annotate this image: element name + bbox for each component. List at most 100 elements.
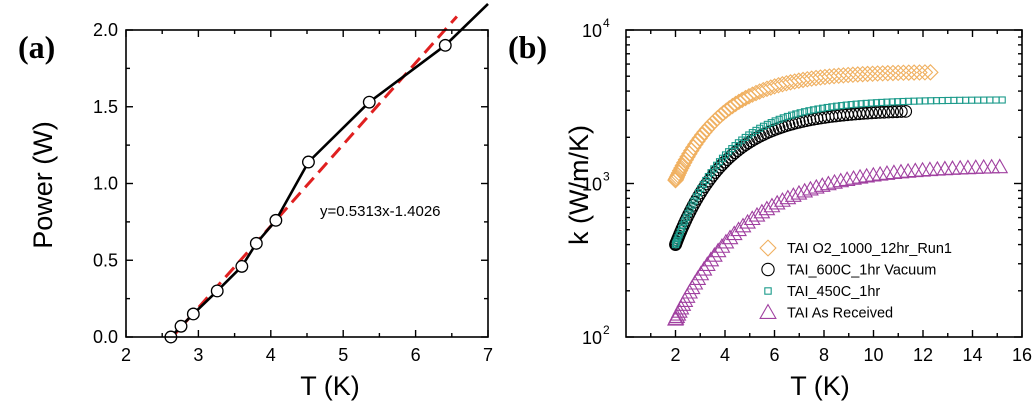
data-point-diamond	[812, 69, 829, 86]
data-point-square	[775, 115, 783, 123]
panel-a: (a) Power (W) T (K) 2 3 4 5 6 7 0.0 0.5 1.0 1.5 2.…	[18, 2, 493, 401]
data-point-square	[998, 96, 1006, 104]
data-point-diamond	[879, 64, 897, 82]
data-point-circle	[852, 107, 866, 121]
panel-a-x-tick-label: 5	[338, 345, 348, 365]
data-point-square	[771, 117, 779, 125]
data-point-diamond	[698, 120, 716, 138]
data-point-diamond	[839, 66, 857, 84]
data-point-diamond	[859, 65, 876, 83]
data-point-diamond	[869, 65, 886, 82]
data-point-triangle	[807, 178, 825, 194]
data-point-square	[682, 213, 690, 221]
data-point-diamond	[916, 64, 934, 81]
data-point-square	[878, 98, 886, 107]
legend-marker-triangle	[759, 303, 777, 319]
data-point-triangle	[826, 173, 843, 189]
data-point-square	[962, 96, 970, 104]
data-point-square	[862, 99, 870, 107]
data-point-triangle	[683, 279, 701, 295]
panel-b-label: (b)	[508, 29, 547, 65]
data-point-square	[763, 120, 771, 128]
data-point-triangle	[959, 159, 977, 175]
data-point-diamond	[724, 97, 741, 115]
data-point-diamond	[849, 66, 867, 83]
data-point-square	[688, 201, 696, 209]
panel-b-x-axis-title: T (K)	[790, 371, 850, 401]
data-point-diamond	[821, 68, 838, 85]
data-point-diamond	[889, 64, 907, 82]
data-point-square	[796, 109, 804, 117]
data-point-triangle	[864, 166, 882, 182]
panel-a-y-tick-label: 0.0	[93, 327, 118, 347]
measured-point	[186, 307, 200, 321]
data-point-diamond	[712, 107, 729, 124]
data-point-square	[852, 100, 860, 108]
data-point-triangle	[730, 221, 748, 237]
data-point-square	[872, 99, 881, 107]
data-point-diamond	[671, 162, 689, 179]
data-point-square	[992, 96, 1000, 104]
data-point-triangle	[921, 161, 939, 177]
data-point-triangle	[702, 251, 720, 267]
panel-b-x-tick-label: 14	[962, 345, 982, 365]
data-point-square	[932, 97, 941, 105]
data-point-square	[842, 101, 850, 109]
data-point-triangle	[819, 175, 837, 191]
data-point-diamond	[835, 67, 852, 84]
data-point-square	[833, 102, 841, 110]
data-point-square	[814, 105, 822, 113]
series-diamond	[667, 64, 939, 189]
data-point-triangle	[936, 160, 954, 176]
measured-point	[210, 284, 224, 298]
data-point-square	[956, 96, 964, 104]
data-point-triangle	[681, 283, 698, 299]
data-point-diamond	[900, 64, 918, 81]
fit-equation-annotation: y=0.5313x-1.4026	[320, 203, 441, 220]
data-point-square	[857, 100, 865, 108]
panel-a-x-tick-label: 6	[411, 345, 421, 365]
data-point-square	[694, 189, 703, 197]
legend-label: TAI O2_1000_12hr_Run1	[787, 241, 952, 257]
data-point-square	[697, 184, 705, 193]
data-point-diamond	[706, 112, 724, 130]
panel-a-frame	[125, 29, 489, 338]
data-point-square	[686, 205, 694, 213]
data-point-diamond	[830, 67, 847, 84]
panel-a-x-tick-label: 3	[193, 345, 203, 365]
panel-b-x-tick-label: 6	[769, 345, 779, 365]
data-point-circle	[886, 105, 900, 119]
data-point-diamond	[854, 65, 871, 83]
data-point-diamond	[807, 69, 825, 87]
data-point-triangle	[779, 189, 797, 205]
data-point-diamond	[715, 104, 732, 122]
data-point-square	[767, 119, 775, 127]
data-point-square	[828, 103, 836, 111]
panel-b-y-tick-label: 10	[582, 175, 602, 195]
data-point-diamond	[911, 64, 928, 81]
measured-point	[235, 259, 249, 273]
data-point-diamond	[803, 70, 820, 87]
panel-b-y-tick-exponent: 4	[603, 16, 610, 30]
data-point-triangle	[796, 182, 814, 198]
measured-point	[301, 155, 315, 169]
data-point-square	[818, 104, 827, 112]
data-point-square	[950, 96, 958, 104]
data-point-square	[805, 107, 813, 115]
data-point-triangle	[721, 229, 739, 245]
data-point-square	[986, 96, 994, 104]
data-point-circle	[894, 105, 908, 118]
data-point-triangle	[892, 163, 910, 179]
data-point-square	[759, 122, 768, 130]
panel-b-x-tick-label: 2	[670, 345, 680, 365]
panel-b-y-tick-exponent: 2	[603, 323, 610, 337]
data-point-diamond	[864, 65, 881, 82]
measured-point	[362, 95, 376, 109]
data-point-square	[968, 96, 976, 104]
data-point-circle	[857, 106, 870, 120]
data-point-square	[800, 108, 809, 116]
legend-marker-circle	[761, 262, 775, 277]
data-point-square	[888, 98, 896, 106]
